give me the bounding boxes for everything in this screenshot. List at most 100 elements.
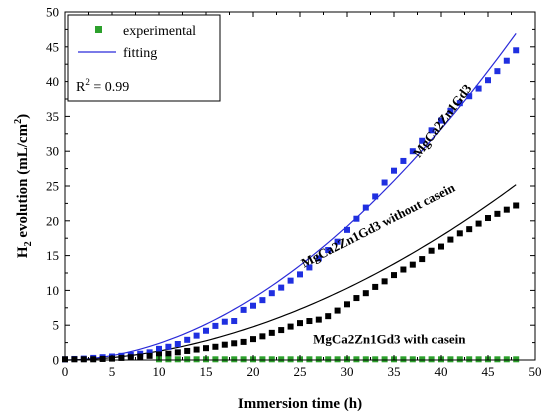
data-point (494, 68, 501, 75)
data-point (503, 206, 510, 213)
r2-suffix: = 0.99 (90, 80, 129, 95)
data-point (193, 332, 200, 339)
data-point (156, 351, 162, 358)
data-point (475, 220, 482, 227)
data-point (90, 356, 97, 363)
r2-superscript: 2 (85, 77, 90, 87)
data-point (381, 356, 388, 363)
data-point (165, 356, 172, 363)
y-title-superscript: 2 (13, 119, 24, 124)
series-annotation-2: MgCa2Zn1Gd3 with casein (313, 331, 466, 346)
y-title-suffix: ) (15, 114, 31, 119)
series-annotation-0: MgCa2Zn1Gd3 (410, 81, 475, 160)
data-point (513, 356, 520, 363)
data-point (250, 336, 256, 343)
data-point (362, 290, 369, 297)
data-point (278, 284, 285, 291)
data-point (315, 316, 322, 323)
data-point (193, 346, 200, 353)
data-point (287, 277, 294, 284)
data-point (400, 266, 407, 273)
data-point (325, 313, 332, 320)
data-point (212, 356, 219, 363)
x-tick-label: 0 (62, 364, 69, 379)
data-point (287, 323, 294, 330)
data-point (447, 107, 454, 114)
data-point (362, 356, 369, 363)
data-point (231, 318, 238, 325)
y-tick-label: 5 (53, 318, 60, 333)
data-point (334, 356, 341, 363)
data-point (184, 336, 191, 343)
data-point (438, 117, 444, 124)
data-point (372, 356, 379, 363)
x-tick-label: 30 (341, 364, 354, 379)
data-point (494, 210, 501, 217)
data-point (193, 356, 200, 363)
r2-prefix: R (76, 80, 86, 95)
data-point (240, 306, 247, 313)
data-point (428, 127, 435, 134)
data-point (447, 356, 454, 363)
data-point (287, 356, 294, 363)
data-point (268, 290, 275, 297)
data-point (146, 349, 153, 356)
data-point (466, 226, 473, 233)
data-point (362, 204, 369, 211)
data-point (127, 354, 134, 361)
data-point (203, 345, 209, 352)
legend-marker-square (95, 26, 102, 33)
y-title-middle: evolution (mL/cm (15, 123, 31, 241)
data-point (315, 356, 322, 363)
legend-r-squared: R2 = 0.99 (76, 77, 129, 95)
data-point (334, 307, 341, 314)
axes: 0 5 10 15 20 25 30 35 40 45 50 0 5 10 15 20 25 30 35 40 45 50… (13, 5, 542, 413)
data-point (174, 340, 181, 347)
data-point (306, 318, 313, 325)
data-point (438, 243, 444, 250)
y-axis-title: H2 evolution (mL/cm2) (13, 114, 34, 258)
data-point (353, 295, 360, 302)
x-tick-label: 15 (200, 364, 213, 379)
data-point (391, 272, 397, 279)
x-tick-label: 45 (482, 364, 495, 379)
data-point (353, 356, 360, 363)
data-point (503, 57, 510, 64)
data-point (184, 356, 191, 363)
data-point (221, 318, 228, 325)
data-point (513, 47, 520, 54)
data-point (174, 356, 181, 363)
data-point (344, 226, 350, 233)
data-point (372, 283, 379, 290)
data-point (485, 77, 491, 84)
data-point (344, 301, 350, 308)
data-point (503, 356, 510, 363)
data-point (146, 352, 153, 359)
data-point (137, 353, 144, 360)
data-point (456, 230, 463, 237)
data-point (315, 255, 322, 262)
data-point (513, 202, 520, 209)
y-tick-label: 10 (46, 283, 59, 298)
data-point (475, 356, 482, 363)
data-point (297, 320, 303, 327)
data-point (466, 93, 473, 100)
y-tick-label: 45 (46, 39, 59, 54)
data-point (419, 356, 426, 363)
x-tick-label: 25 (294, 364, 307, 379)
data-point (165, 350, 172, 357)
data-point (391, 167, 397, 174)
fit-line-series-0 (64, 32, 517, 361)
data-point (428, 247, 435, 254)
data-point (212, 322, 219, 329)
series-annotation-1: MgCa2Zn1Gd3 without casein (299, 179, 458, 270)
data-point (466, 356, 473, 363)
data-point (372, 193, 379, 200)
data-point (221, 356, 228, 363)
data-point (240, 356, 247, 363)
data-point (400, 356, 407, 363)
data-point (456, 100, 463, 107)
data-point (221, 341, 228, 348)
data-point (456, 356, 463, 363)
